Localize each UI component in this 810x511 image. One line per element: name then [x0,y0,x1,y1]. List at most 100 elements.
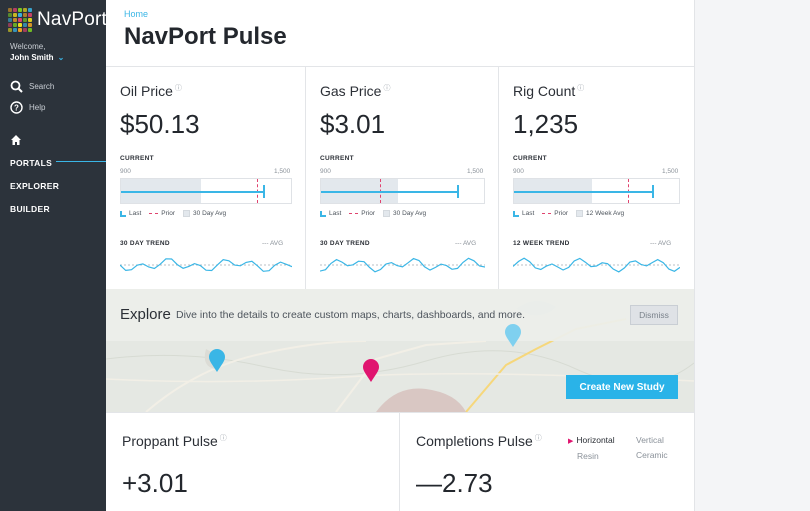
card-completions-pulse: Completions Pulse ⓘ —2.73 ▶ Horizontal Res… [400,413,694,511]
card-title: Rig Count ⓘ [513,83,585,99]
main-content: Home NavPort Pulse Oil Price ⓘ $50.13 CUR… [106,0,694,511]
range-min: 900 [513,168,524,175]
help-icon: ? [10,101,23,114]
range-min: 900 [320,168,331,175]
right-panel [694,0,810,511]
current-bar [120,178,292,204]
avg-legend-icon [183,210,191,217]
info-icon[interactable]: ⓘ [534,435,542,442]
breadcrumb-home[interactable]: Home [124,9,149,19]
card-value: $3.01 [320,109,386,139]
card-title: Oil Price ⓘ [120,83,182,99]
last-legend-icon [320,210,326,217]
current-label: CURRENT [120,155,154,162]
card-value: 1,235 [513,109,579,139]
legend-last: Last [120,210,141,217]
explore-title: Explore [120,306,171,323]
card-rig-count: Rig Count ⓘ 1,235 CURRENT 900 1,500 Last … [499,67,694,289]
range-max: 1,500 [467,168,484,175]
card-title: Completions Pulse ⓘ [416,433,542,449]
home-icon [11,135,21,145]
page-title: NavPort Pulse [124,23,287,50]
trend-avg-label: --- AVG [262,240,284,247]
welcome-label: Welcome, [10,42,46,51]
dismiss-button[interactable]: Dismiss [630,305,678,325]
search-icon [10,80,23,93]
sidebar-item-home[interactable] [10,134,22,146]
explore-banner: Explore Dive into the details to create … [106,289,694,412]
last-marker [456,185,459,198]
trend-sparkline [513,257,680,273]
trend-label: 12 WEEK TREND [513,240,570,247]
user-name: John Smith [10,53,54,62]
card-oil-price: Oil Price ⓘ $50.13 CURRENT 900 1,500 Last… [106,67,306,289]
card-value: +3.01 [122,468,188,498]
svg-text:?: ? [14,104,19,113]
map-pin-icon[interactable] [504,324,522,348]
card-title: Proppant Pulse ⓘ [122,433,227,449]
legend-avg: 30 Day Avg [383,210,426,217]
card-value: —2.73 [416,468,493,498]
last-line [514,191,653,193]
avg-legend-icon [383,210,391,217]
trend-line [513,257,680,273]
legend-prior: Prior [149,210,175,217]
filter-option-horizontal[interactable]: ▶ Horizontal [568,435,615,445]
current-bar [513,178,680,204]
sidebar-item-help[interactable]: ? Help [10,101,45,114]
trend-line [320,257,485,273]
last-line [121,191,264,193]
divider [106,412,694,413]
trend-line [120,258,292,272]
chevron-down-icon: ⌄ [57,53,65,62]
sidebar-item-builder[interactable]: BUILDER [10,204,50,214]
filter-option-resin[interactable]: Resin [577,451,599,461]
sidebar-item-portals[interactable]: PORTALS [10,158,53,168]
sidebar-item-label: Search [29,82,55,91]
filter-option-vertical[interactable]: Vertical [636,435,664,445]
info-icon[interactable]: ⓘ [383,85,391,92]
card-proppant-pulse: Proppant Pulse ⓘ +3.01 [106,413,400,511]
bar-legend: Last Prior 12 Week Avg [513,210,624,217]
trend-label: 30 DAY TREND [120,240,170,247]
trend-sparkline [120,258,292,272]
last-legend-icon [120,210,126,217]
trend-sparkline [320,257,485,273]
legend-last: Last [513,210,534,217]
info-icon[interactable]: ⓘ [174,85,182,92]
legend-avg: 12 Week Avg [576,210,624,217]
info-icon[interactable]: ⓘ [219,435,227,442]
app-logo[interactable]: NavPort [8,8,107,32]
sidebar-item-search[interactable]: Search [10,80,54,93]
last-line [321,191,458,193]
user-menu[interactable]: John Smith ⌄ [10,53,64,62]
create-new-study-button[interactable]: Create New Study [566,375,678,399]
prior-legend-icon [149,213,159,214]
app-name: NavPort [37,9,108,30]
completions-filter-col2: Vertical Ceramic [636,433,668,463]
map-pin-icon[interactable] [208,349,226,373]
filter-option-ceramic[interactable]: Ceramic [636,450,668,460]
range-min: 900 [120,168,131,175]
card-value: $50.13 [120,109,200,139]
range-max: 1,500 [662,168,679,175]
avg-legend-icon [576,210,584,217]
legend-prior: Prior [542,210,568,217]
explore-subtitle: Dive into the details to create custom m… [176,309,526,321]
current-label: CURRENT [513,155,547,162]
selected-marker-icon: ▶ [568,438,574,445]
legend-avg: 30 Day Avg [183,210,226,217]
bar-legend: Last Prior 30 Day Avg [320,210,426,217]
map-pin-icon[interactable] [362,359,380,383]
sidebar-item-explorer[interactable]: EXPLORER [10,181,60,191]
card-title: Gas Price ⓘ [320,83,391,99]
explore-header [106,289,694,341]
active-indicator [56,161,106,162]
prior-legend-icon [542,213,552,214]
trend-avg-label: --- AVG [650,240,672,247]
info-icon[interactable]: ⓘ [577,85,585,92]
range-max: 1,500 [274,168,291,175]
sidebar: NavPort Welcome, John Smith ⌄ Search ? H… [0,0,107,511]
bar-legend: Last Prior 30 Day Avg [120,210,226,217]
legend-prior: Prior [349,210,375,217]
